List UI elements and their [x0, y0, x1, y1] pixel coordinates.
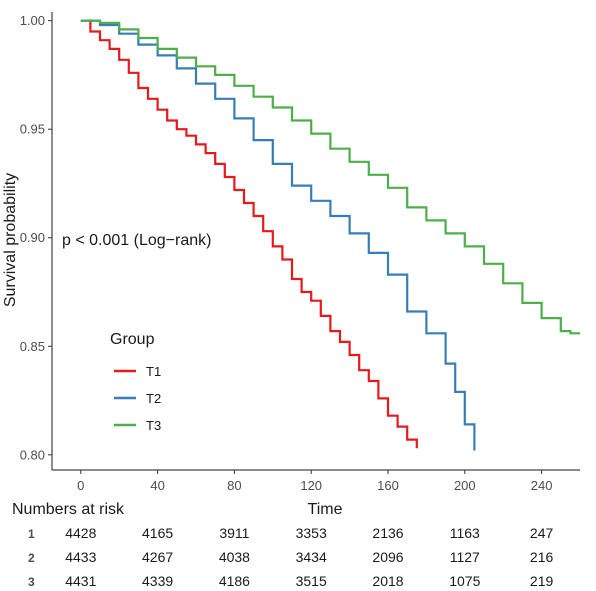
y-tick-label: 0.80 [20, 447, 45, 462]
curve-t3 [80, 19, 580, 335]
x-tick-label: 160 [377, 478, 399, 493]
risk-count: 4165 [142, 525, 173, 541]
curve-t1 [80, 19, 418, 449]
x-axis-title: Time [308, 501, 343, 518]
risk-count: 3515 [296, 573, 327, 589]
x-tick-label: 120 [300, 478, 322, 493]
survival-curves [80, 19, 580, 451]
risk-count: 4186 [219, 573, 250, 589]
x-tick-label: 200 [454, 478, 476, 493]
risk-count: 1075 [449, 573, 480, 589]
risk-row-group-label: 3 [28, 575, 35, 589]
legend-label-t3: T3 [146, 418, 161, 433]
x-tick-label: 0 [77, 478, 84, 493]
risk-count: 247 [530, 525, 554, 541]
risk-count: 4431 [65, 573, 96, 589]
legend-title: Group [110, 331, 155, 348]
p-value-annotation: p < 0.001 (Log−rank) [62, 232, 211, 249]
risk-count: 4433 [65, 549, 96, 565]
x-tick-label: 40 [150, 478, 164, 493]
legend: Group T1 T2 T3 [110, 331, 161, 433]
risk-row-group-label: 1 [28, 527, 35, 541]
y-axis-ticks: 0.80 0.85 0.90 0.95 1.00 [20, 13, 52, 462]
risk-count: 3353 [296, 525, 327, 541]
risk-table: 1 4428 4165 3911 3353 2136 1163 247 2 4433 4267 403… [28, 525, 553, 589]
x-tick-label: 240 [531, 478, 553, 493]
risk-count: 4267 [142, 549, 173, 565]
x-tick-label: 80 [227, 478, 241, 493]
risk-row-group-label: 2 [28, 551, 35, 565]
risk-count: 4038 [219, 549, 250, 565]
risk-count: 4428 [65, 525, 96, 541]
risk-count: 3434 [296, 549, 327, 565]
risk-count: 4339 [142, 573, 173, 589]
risk-count: 3911 [219, 525, 249, 541]
risk-count: 2136 [372, 525, 403, 541]
y-tick-label: 1.00 [20, 13, 45, 28]
legend-label-t1: T1 [146, 364, 161, 379]
y-tick-label: 0.90 [20, 230, 45, 245]
risk-count: 2018 [372, 573, 403, 589]
risk-count: 216 [530, 549, 554, 565]
legend-label-t2: T2 [146, 391, 161, 406]
risk-count: 2096 [372, 549, 403, 565]
y-axis-title: Survival probability [2, 173, 19, 307]
y-tick-label: 0.85 [20, 339, 45, 354]
x-axis-ticks: 0 40 80 120 160 200 240 [77, 470, 552, 493]
risk-count: 1127 [450, 549, 480, 565]
risk-count: 219 [530, 573, 554, 589]
y-tick-label: 0.95 [20, 122, 45, 137]
risk-table-title: Numbers at risk [12, 501, 125, 518]
risk-count: 1163 [450, 525, 480, 541]
